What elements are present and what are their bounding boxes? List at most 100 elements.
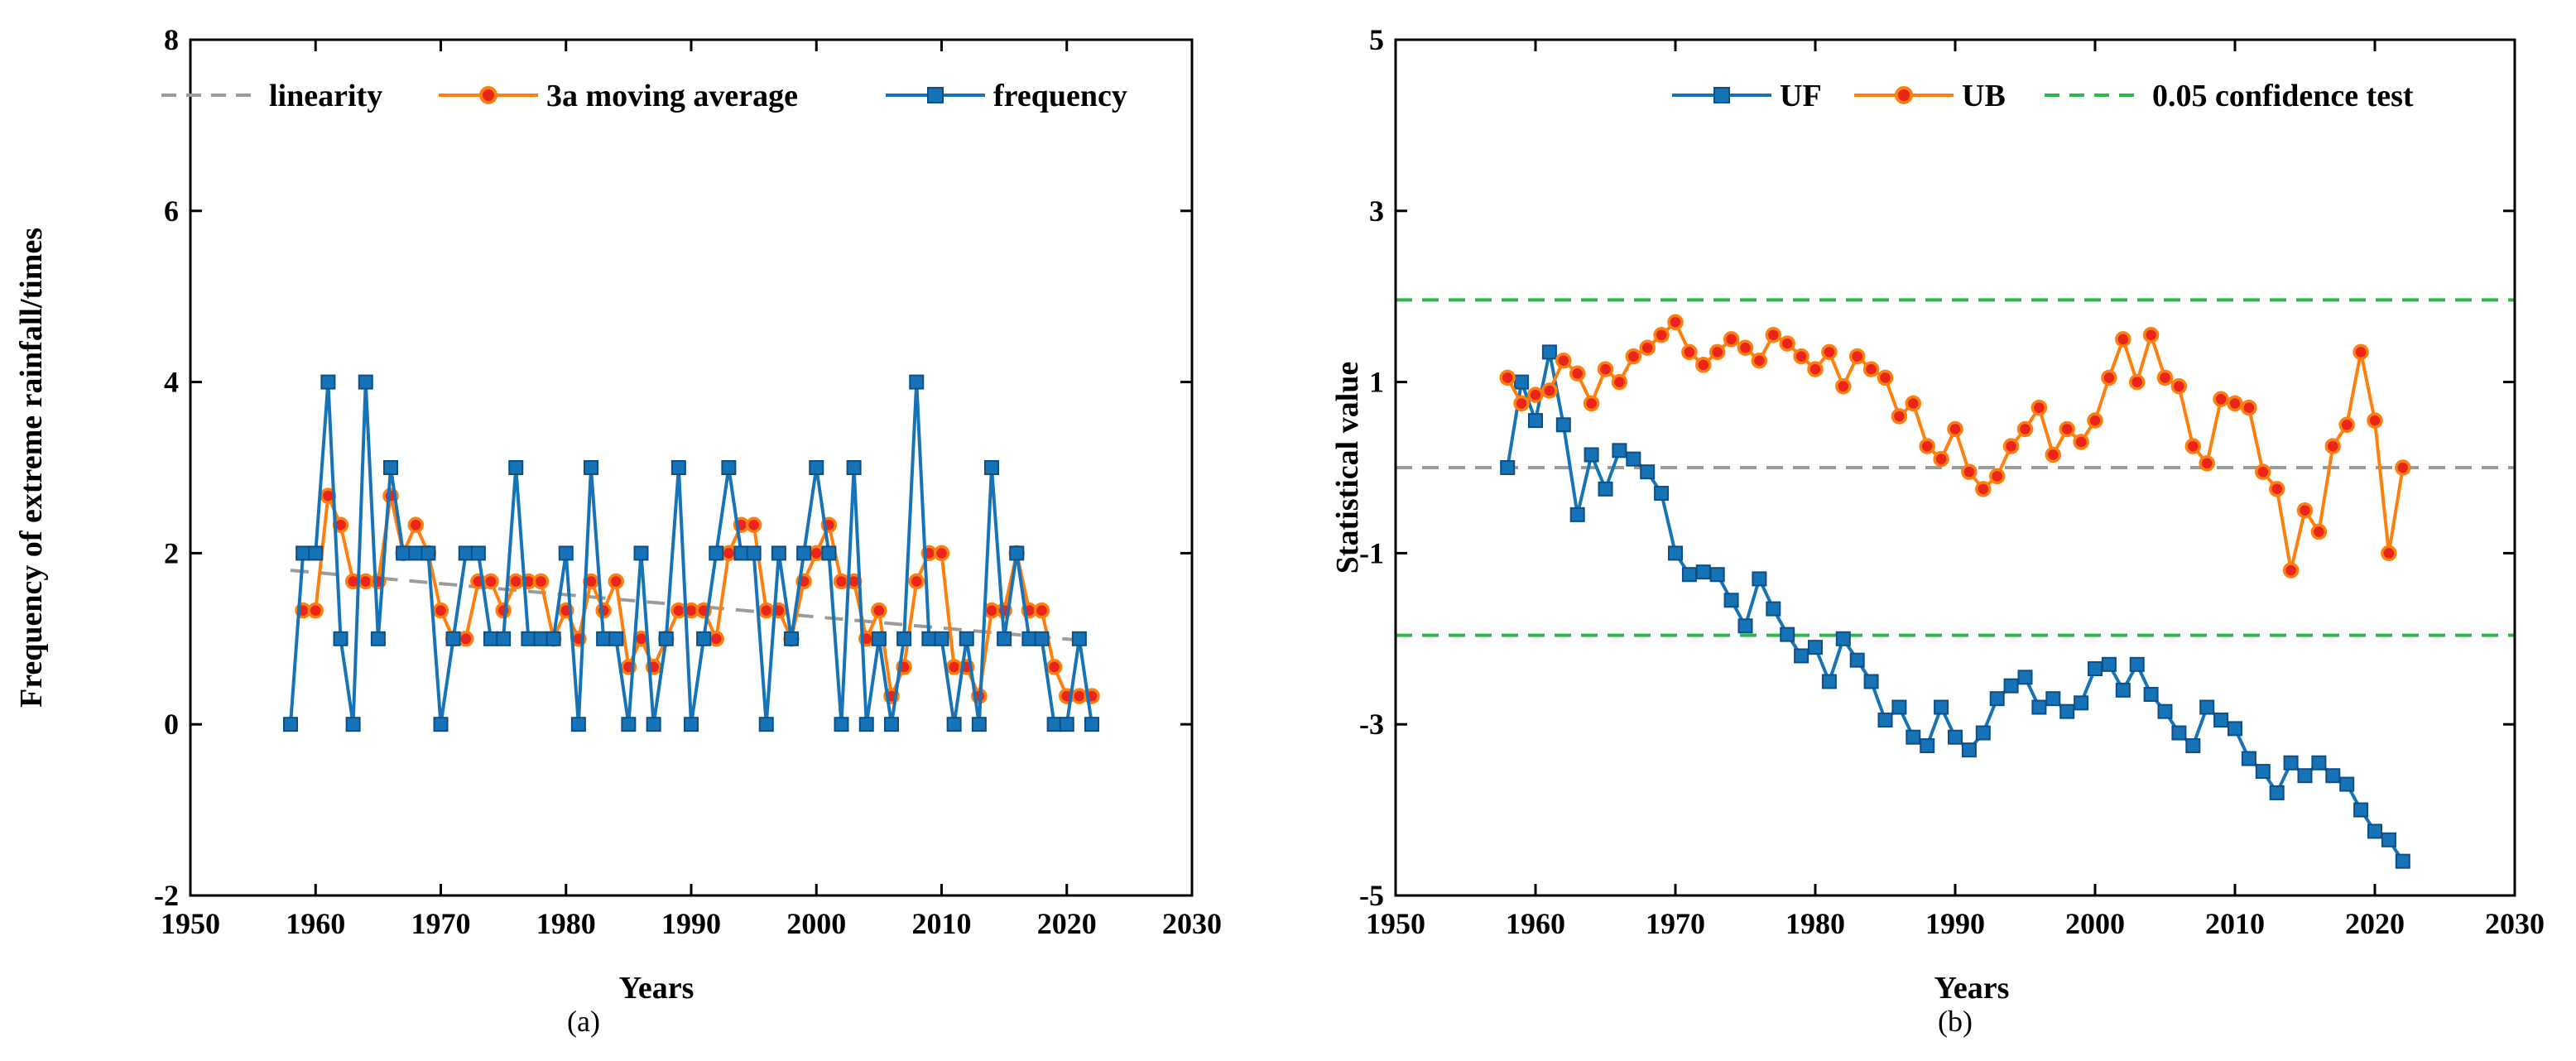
- point-frequency: [921, 631, 937, 646]
- x-tick-label: 1960: [286, 907, 345, 940]
- point-frequency: [1046, 717, 1062, 732]
- legend-ub-label: UB: [1962, 79, 2006, 113]
- point-frequency: [333, 631, 348, 646]
- point-uf: [1989, 691, 2005, 707]
- point-uf: [2003, 678, 2019, 694]
- point-ub: [1933, 450, 1949, 468]
- point-frequency: [858, 717, 874, 732]
- point-ub: [1555, 353, 1572, 369]
- point-uf: [1780, 627, 1795, 642]
- point-frequency: [909, 374, 925, 390]
- series-frequency: [283, 374, 1099, 732]
- point-uf: [2017, 670, 2033, 685]
- x-tick-label: 1990: [1925, 907, 1985, 940]
- point-ub: [1625, 348, 1642, 365]
- point-ub: [2156, 369, 2174, 386]
- point-uf: [1668, 545, 1683, 561]
- y-tick-label: -5: [1359, 879, 1384, 912]
- point-ub: [2296, 502, 2314, 519]
- point-uf: [2213, 713, 2229, 728]
- point-frequency: [433, 717, 449, 732]
- x-tick-label: 2020: [2345, 907, 2405, 940]
- point-ub: [2059, 420, 2075, 438]
- point-uf: [2045, 691, 2061, 707]
- panel-a-plot-frame: [189, 38, 1194, 897]
- panel-b-x-axis-label: Years: [1934, 971, 2010, 1006]
- point-ub: [2282, 562, 2300, 579]
- point-uf: [2129, 656, 2145, 672]
- panel-a-y-ticks: -2 0 2 4 6 8: [154, 23, 1192, 912]
- point-3a-moving-average: [933, 545, 950, 562]
- panel-b-legend: UF UB 0.05 confidence test: [1672, 79, 2414, 113]
- point-3a-moving-average: [608, 573, 624, 590]
- point-3a-moving-average: [595, 602, 612, 619]
- point-frequency: [521, 631, 536, 646]
- x-tick-label: 1980: [1785, 907, 1845, 940]
- point-uf: [1766, 601, 1781, 617]
- point-ub: [2367, 412, 2383, 429]
- point-uf: [2171, 725, 2187, 741]
- point-uf: [1920, 738, 1935, 754]
- point-uf: [2325, 768, 2341, 784]
- point-uf: [2339, 776, 2355, 792]
- point-ub: [1681, 343, 1698, 361]
- point-ub: [2128, 373, 2146, 391]
- point-3a-moving-average: [407, 516, 424, 534]
- point-uf: [1514, 374, 1530, 390]
- point-uf: [2228, 721, 2242, 737]
- point-frequency: [896, 631, 912, 646]
- point-frequency: [1009, 545, 1025, 561]
- point-ub: [1723, 331, 1740, 348]
- x-tick-label: 2030: [1162, 907, 1222, 940]
- point-frequency: [1021, 631, 1037, 646]
- point-frequency: [570, 717, 586, 732]
- point-ub: [1821, 343, 1838, 361]
- point-3a-moving-average: [1033, 602, 1050, 619]
- point-frequency: [696, 631, 712, 646]
- point-uf: [2269, 785, 2285, 800]
- point-ub: [1667, 314, 1684, 330]
- point-frequency: [308, 545, 324, 561]
- point-frequency: [358, 374, 373, 390]
- y-tick-label: 0: [164, 708, 179, 741]
- x-tick-label: 2030: [2485, 907, 2545, 940]
- point-ub: [1905, 395, 1922, 412]
- y-tick-label: 5: [1369, 23, 1384, 56]
- point-frequency: [997, 631, 1012, 646]
- point-ub: [1611, 373, 1628, 391]
- point-frequency: [608, 631, 624, 646]
- point-uf: [2283, 755, 2299, 771]
- point-uf: [2059, 703, 2075, 719]
- x-tick-label: 2000: [2065, 907, 2125, 940]
- point-3a-moving-average: [458, 631, 474, 647]
- point-ub: [2087, 412, 2103, 429]
- point-uf: [1752, 571, 1767, 587]
- point-frequency: [545, 631, 561, 646]
- point-frequency: [1034, 631, 1050, 646]
- point-uf: [1541, 344, 1557, 360]
- point-uf: [1906, 729, 1921, 745]
- panel-a-legend: linearity 3a moving average frequency: [161, 79, 1127, 113]
- point-ub: [1891, 408, 1908, 425]
- point-ub: [2101, 369, 2117, 386]
- point-frequency: [320, 374, 336, 390]
- point-uf: [1500, 460, 1516, 475]
- point-3a-moving-average: [532, 573, 550, 590]
- point-ub: [1835, 378, 1852, 395]
- point-uf: [1891, 699, 1907, 715]
- point-uf: [1681, 567, 1697, 583]
- x-tick-label: 2020: [1037, 907, 1097, 940]
- point-ub: [2227, 395, 2243, 412]
- x-tick-label: 1960: [1506, 907, 1565, 940]
- legend-moving-average-label: 3a moving average: [546, 79, 798, 113]
- point-ub: [2073, 434, 2089, 450]
- x-tick-label: 2000: [786, 907, 846, 940]
- panel-a-frequency-chart: 1950 1960 1970 1980 1990 2000 2010 2020 2030 -2 0…: [14, 23, 1222, 1038]
- point-ub: [1751, 353, 1768, 369]
- y-tick-label: 3: [1369, 194, 1384, 228]
- point-frequency: [959, 631, 974, 646]
- point-ub: [2213, 391, 2229, 408]
- point-uf: [1640, 464, 1656, 480]
- point-ub: [2115, 331, 2131, 348]
